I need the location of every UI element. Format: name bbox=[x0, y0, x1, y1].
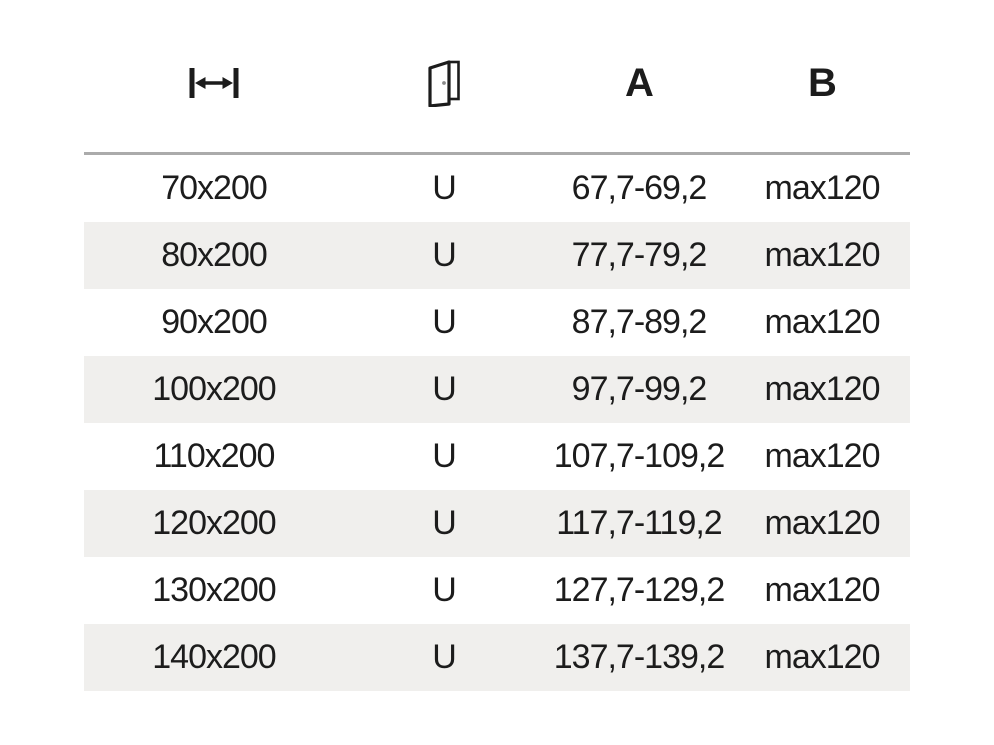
b-cell: max120 bbox=[764, 169, 881, 207]
a-cell: 117,7-119,2 bbox=[556, 504, 722, 542]
table-row: 130x200 U 127,7-129,2 max120 bbox=[84, 557, 910, 624]
a-cell: 67,7-69,2 bbox=[571, 169, 708, 207]
table-row: 140x200 U 137,7-139,2 max120 bbox=[84, 624, 910, 691]
header-width bbox=[188, 65, 240, 123]
a-cell: 137,7-139,2 bbox=[553, 638, 725, 676]
table-row: 100x200 U 97,7-99,2 max120 bbox=[84, 356, 910, 423]
opening-cell: U bbox=[432, 169, 457, 207]
size-cell: 120x200 bbox=[152, 504, 276, 542]
size-cell: 140x200 bbox=[152, 638, 276, 676]
a-cell: 87,7-89,2 bbox=[571, 303, 708, 341]
table-body: 70x200 U 67,7-69,2 max120 80x200 U 77,7-… bbox=[84, 155, 910, 691]
a-cell: 97,7-99,2 bbox=[571, 370, 708, 408]
table-row: 70x200 U 67,7-69,2 max120 bbox=[84, 155, 910, 222]
opening-cell: U bbox=[432, 571, 457, 609]
size-cell: 90x200 bbox=[161, 303, 268, 341]
header-separator bbox=[84, 152, 910, 155]
header-opening bbox=[427, 59, 461, 129]
opening-cell: U bbox=[432, 236, 457, 274]
b-cell: max120 bbox=[764, 638, 881, 676]
spec-table: A B 70x200 U 67,7-69,2 max120 80x200 U 7… bbox=[84, 36, 910, 691]
header-a: A bbox=[625, 60, 654, 105]
b-cell: max120 bbox=[764, 303, 881, 341]
size-cell: 110x200 bbox=[153, 437, 276, 475]
opening-cell: U bbox=[432, 303, 457, 341]
door-icon bbox=[427, 59, 461, 107]
b-cell: max120 bbox=[764, 236, 881, 274]
b-cell: max120 bbox=[764, 571, 881, 609]
a-cell: 127,7-129,2 bbox=[553, 571, 725, 609]
size-cell: 130x200 bbox=[152, 571, 276, 609]
a-cell: 77,7-79,2 bbox=[571, 236, 708, 274]
opening-cell: U bbox=[432, 370, 457, 408]
opening-cell: U bbox=[432, 638, 457, 676]
table-row: 90x200 U 87,7-89,2 max120 bbox=[84, 289, 910, 356]
table-header-row: A B bbox=[84, 36, 910, 152]
b-cell: max120 bbox=[764, 504, 881, 542]
size-cell: 100x200 bbox=[152, 370, 276, 408]
b-cell: max120 bbox=[764, 437, 881, 475]
size-cell: 80x200 bbox=[161, 236, 268, 274]
table-row: 80x200 U 77,7-79,2 max120 bbox=[84, 222, 910, 289]
size-cell: 70x200 bbox=[161, 169, 268, 207]
width-arrow-icon bbox=[188, 65, 240, 101]
header-b: B bbox=[808, 60, 837, 105]
table-row: 120x200 U 117,7-119,2 max120 bbox=[84, 490, 910, 557]
opening-cell: U bbox=[432, 504, 457, 542]
b-cell: max120 bbox=[764, 370, 881, 408]
opening-cell: U bbox=[432, 437, 457, 475]
a-cell: 107,7-109,2 bbox=[553, 437, 725, 475]
table-row: 110x200 U 107,7-109,2 max120 bbox=[84, 423, 910, 490]
